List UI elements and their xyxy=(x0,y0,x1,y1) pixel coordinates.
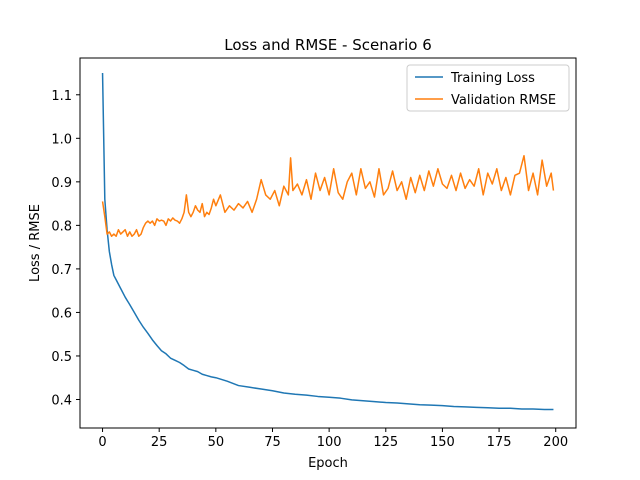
y-tick-label: 0.9 xyxy=(51,176,72,191)
x-tick-label: 25 xyxy=(151,435,168,450)
x-tick-label: 100 xyxy=(317,435,342,450)
y-axis-label: Loss / RMSE xyxy=(28,204,43,282)
ticks-layer: 0 25 50 75 100 125 150 175 200 0.4 0.5 0.6 0.7 0.8 0.9… xyxy=(51,89,568,450)
y-tick-label: 0.8 xyxy=(51,219,72,234)
x-tick-label: 0 xyxy=(98,435,106,450)
x-tick-label: 75 xyxy=(264,435,281,450)
y-tick-label: 1.1 xyxy=(51,89,72,104)
y-tick-label: 0.5 xyxy=(51,350,72,365)
x-tick-label: 200 xyxy=(543,435,568,450)
y-tick-label: 0.4 xyxy=(51,393,72,408)
y-tick-label: 1.0 xyxy=(51,132,72,147)
legend-box xyxy=(406,64,570,112)
chart-title: Loss and RMSE - Scenario 6 xyxy=(224,36,432,54)
legend-label-2: Validation RMSE xyxy=(451,93,556,108)
y-tick-label: 0.6 xyxy=(51,306,72,321)
x-tick-label: 150 xyxy=(430,435,455,450)
x-tick-label: 50 xyxy=(208,435,225,450)
series-line-1 xyxy=(101,73,554,411)
x-tick-label: 125 xyxy=(373,435,398,450)
legend-label-1: Training Loss xyxy=(450,71,535,86)
legend: Training Loss Validation RMSE xyxy=(406,64,570,112)
x-axis-label: Epoch xyxy=(308,456,348,471)
y-tick-label: 0.7 xyxy=(51,263,72,278)
x-tick-label: 175 xyxy=(487,435,512,450)
series-line-2 xyxy=(101,154,555,237)
series-layer xyxy=(101,73,555,411)
plot-frame xyxy=(79,57,577,429)
